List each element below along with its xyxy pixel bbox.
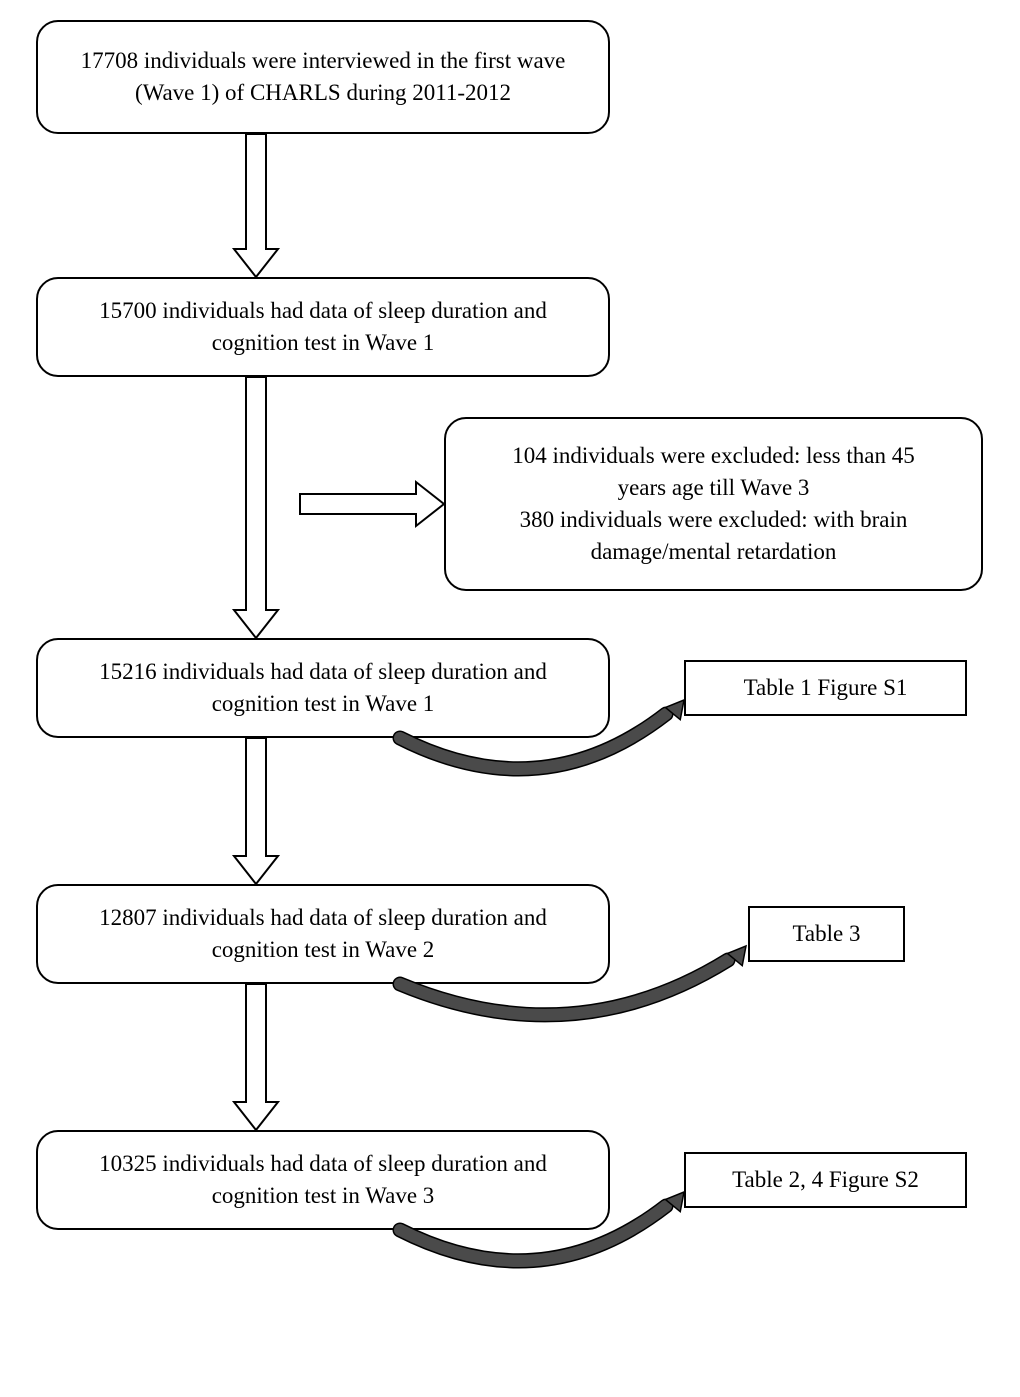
node-text-line: damage/mental retardation <box>591 536 837 568</box>
curved-arrow-1 <box>370 916 786 1086</box>
down-arrow-3 <box>232 984 280 1132</box>
flowchart-node-excl: 104 individuals were excluded: less than… <box>444 417 983 591</box>
node-text-line: 380 individuals were excluded: with brai… <box>520 504 908 536</box>
right-arrow-0 <box>300 480 446 528</box>
node-text-line: Table 2, 4 Figure S2 <box>732 1164 919 1196</box>
node-text-line: cognition test in Wave 1 <box>212 327 435 359</box>
flowchart-node-ref3: Table 2, 4 Figure S2 <box>684 1152 967 1208</box>
node-text-line: 17708 individuals were interviewed in th… <box>81 45 566 77</box>
flowchart-node-n2: 15700 individuals had data of sleep dura… <box>36 277 610 377</box>
node-text-line: (Wave 1) of CHARLS during 2011-2012 <box>135 77 511 109</box>
node-text-line: years age till Wave 3 <box>618 472 810 504</box>
node-text-line: Table 3 <box>792 918 860 950</box>
down-arrow-2 <box>232 738 280 886</box>
down-arrow-1 <box>232 377 280 640</box>
node-text-line: 15700 individuals had data of sleep dura… <box>99 295 547 327</box>
flowchart-node-ref1: Table 1 Figure S1 <box>684 660 967 716</box>
node-text-line: Table 1 Figure S1 <box>744 672 908 704</box>
curved-arrow-2 <box>370 1162 724 1332</box>
curved-arrow-0 <box>370 670 724 840</box>
down-arrow-0 <box>232 134 280 279</box>
flowchart-node-n1: 17708 individuals were interviewed in th… <box>36 20 610 134</box>
flowchart-canvas: 17708 individuals were interviewed in th… <box>0 0 1020 1397</box>
node-text-line: 104 individuals were excluded: less than… <box>512 440 914 472</box>
